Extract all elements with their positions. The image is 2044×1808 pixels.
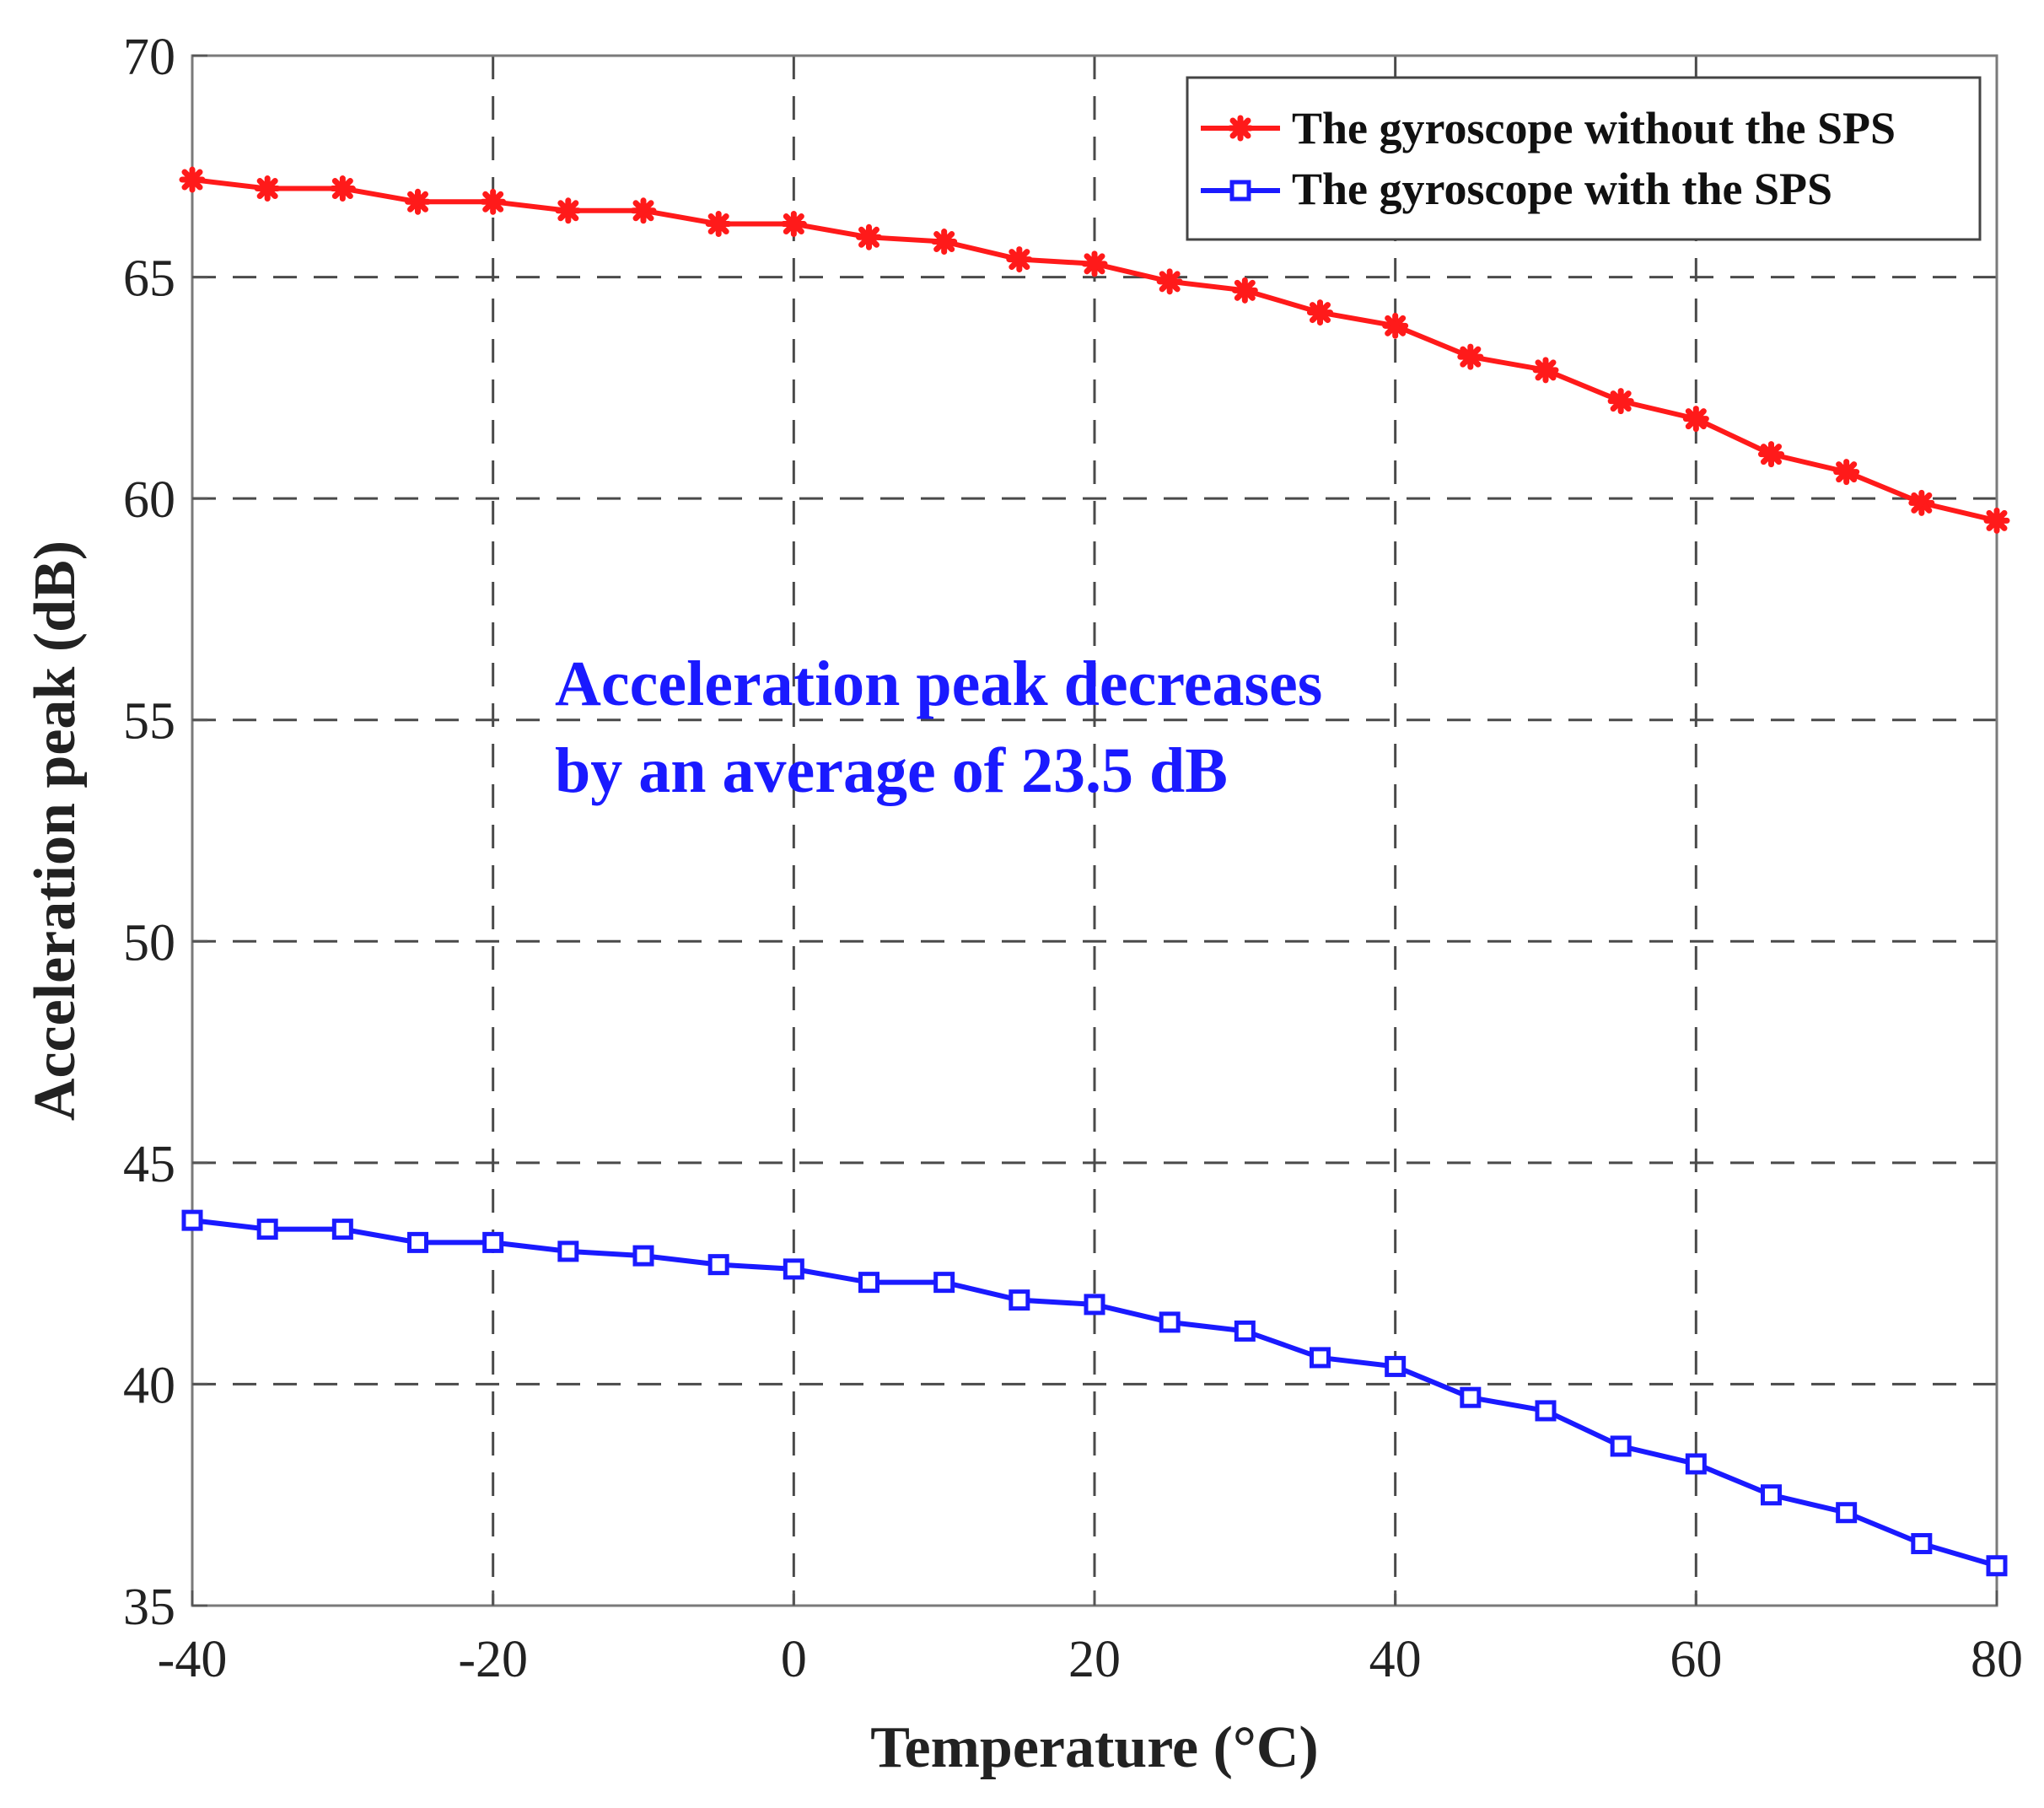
data-point (1310, 1347, 1331, 1369)
x-tick-label: -40 (158, 1631, 228, 1688)
data-point (705, 211, 732, 238)
x-tick-label: 40 (1369, 1631, 1422, 1688)
data-point (1307, 299, 1333, 326)
data-point (407, 1231, 428, 1253)
x-axis-label: Temperature (°C) (870, 1715, 1319, 1780)
data-point (632, 1245, 654, 1267)
data-point (1231, 277, 1258, 304)
data-point (630, 197, 657, 224)
average-decrease-annotation: Acceleration peak decreases by an averag… (555, 648, 1322, 806)
data-point (1761, 1484, 1782, 1506)
data-point (256, 1219, 278, 1240)
data-point (482, 1231, 504, 1253)
data-point (480, 188, 507, 215)
data-point (1457, 343, 1484, 370)
data-point (783, 1258, 804, 1280)
data-point (1382, 312, 1409, 339)
data-point (931, 229, 958, 256)
data-point (1986, 1555, 2008, 1577)
data-point (1685, 1453, 1707, 1475)
x-tick-label: 0 (781, 1631, 807, 1688)
y-tick-label: 60 (123, 471, 175, 529)
data-point (405, 188, 431, 215)
data-point (331, 1219, 353, 1240)
data-point (1156, 268, 1183, 295)
axis-ticks: -40 -20 0 20 40 60 80 35 40 45 50 55 60 65 70 (123, 29, 2023, 1688)
data-point (856, 223, 882, 250)
legend-marker (1227, 115, 1254, 142)
data-point (1009, 1289, 1030, 1311)
data-point (1081, 250, 1108, 277)
legend: The gyroscope without the SPS The gyrosc… (1186, 76, 1982, 241)
legend-label-without-sps: The gyroscope without the SPS (1292, 103, 1896, 153)
data-point (1084, 1294, 1105, 1316)
data-point (1911, 1532, 1933, 1554)
annotation-line-1: Acceleration peak decreases (555, 648, 1322, 719)
data-point (1833, 459, 1860, 486)
grid (192, 56, 1997, 1606)
data-point (555, 197, 582, 224)
data-point (1460, 1386, 1482, 1408)
data-point (1983, 507, 2010, 534)
data-point (1758, 441, 1784, 468)
legend-box (1186, 76, 1982, 241)
data-point (181, 1209, 203, 1231)
data-point (329, 175, 356, 202)
series-with-sps (181, 1209, 2008, 1577)
x-tick-label: -20 (458, 1631, 528, 1688)
data-series (179, 166, 2010, 1577)
series-without-sps (179, 166, 2010, 534)
x-tick-label: 20 (1068, 1631, 1121, 1688)
data-point (1610, 1435, 1632, 1457)
data-point (1607, 388, 1634, 415)
data-point (1908, 489, 1935, 516)
x-tick-label: 80 (1971, 1631, 2023, 1688)
y-tick-label: 50 (123, 914, 175, 971)
data-point (557, 1240, 579, 1262)
y-tick-label: 45 (123, 1136, 175, 1193)
legend-label-with-sps: The gyroscope with the SPS (1292, 164, 1832, 214)
data-point (780, 211, 807, 238)
data-point (707, 1254, 729, 1276)
data-point (858, 1272, 879, 1294)
data-point (1535, 1400, 1557, 1422)
data-point (1006, 246, 1033, 273)
data-point (1159, 1311, 1181, 1333)
y-tick-label: 70 (123, 29, 175, 86)
data-point (933, 1272, 955, 1294)
legend-marks (1201, 115, 1280, 202)
annotation-line-2: by an average of 23.5 dB (555, 735, 1228, 806)
y-tick-label: 65 (123, 250, 175, 308)
data-point (1234, 1320, 1256, 1342)
y-axis-label: Acceleration peak (dB) (23, 541, 88, 1121)
y-tick-label: 55 (123, 693, 175, 751)
legend-marker (1229, 180, 1251, 202)
y-tick-label: 40 (123, 1357, 175, 1414)
data-point (1836, 1502, 1858, 1524)
x-tick-label: 60 (1670, 1631, 1722, 1688)
y-tick-label: 35 (123, 1579, 175, 1636)
data-point (254, 175, 281, 202)
data-point (179, 166, 206, 193)
data-point (1682, 406, 1709, 433)
data-point (1532, 357, 1559, 384)
data-point (1385, 1355, 1407, 1377)
